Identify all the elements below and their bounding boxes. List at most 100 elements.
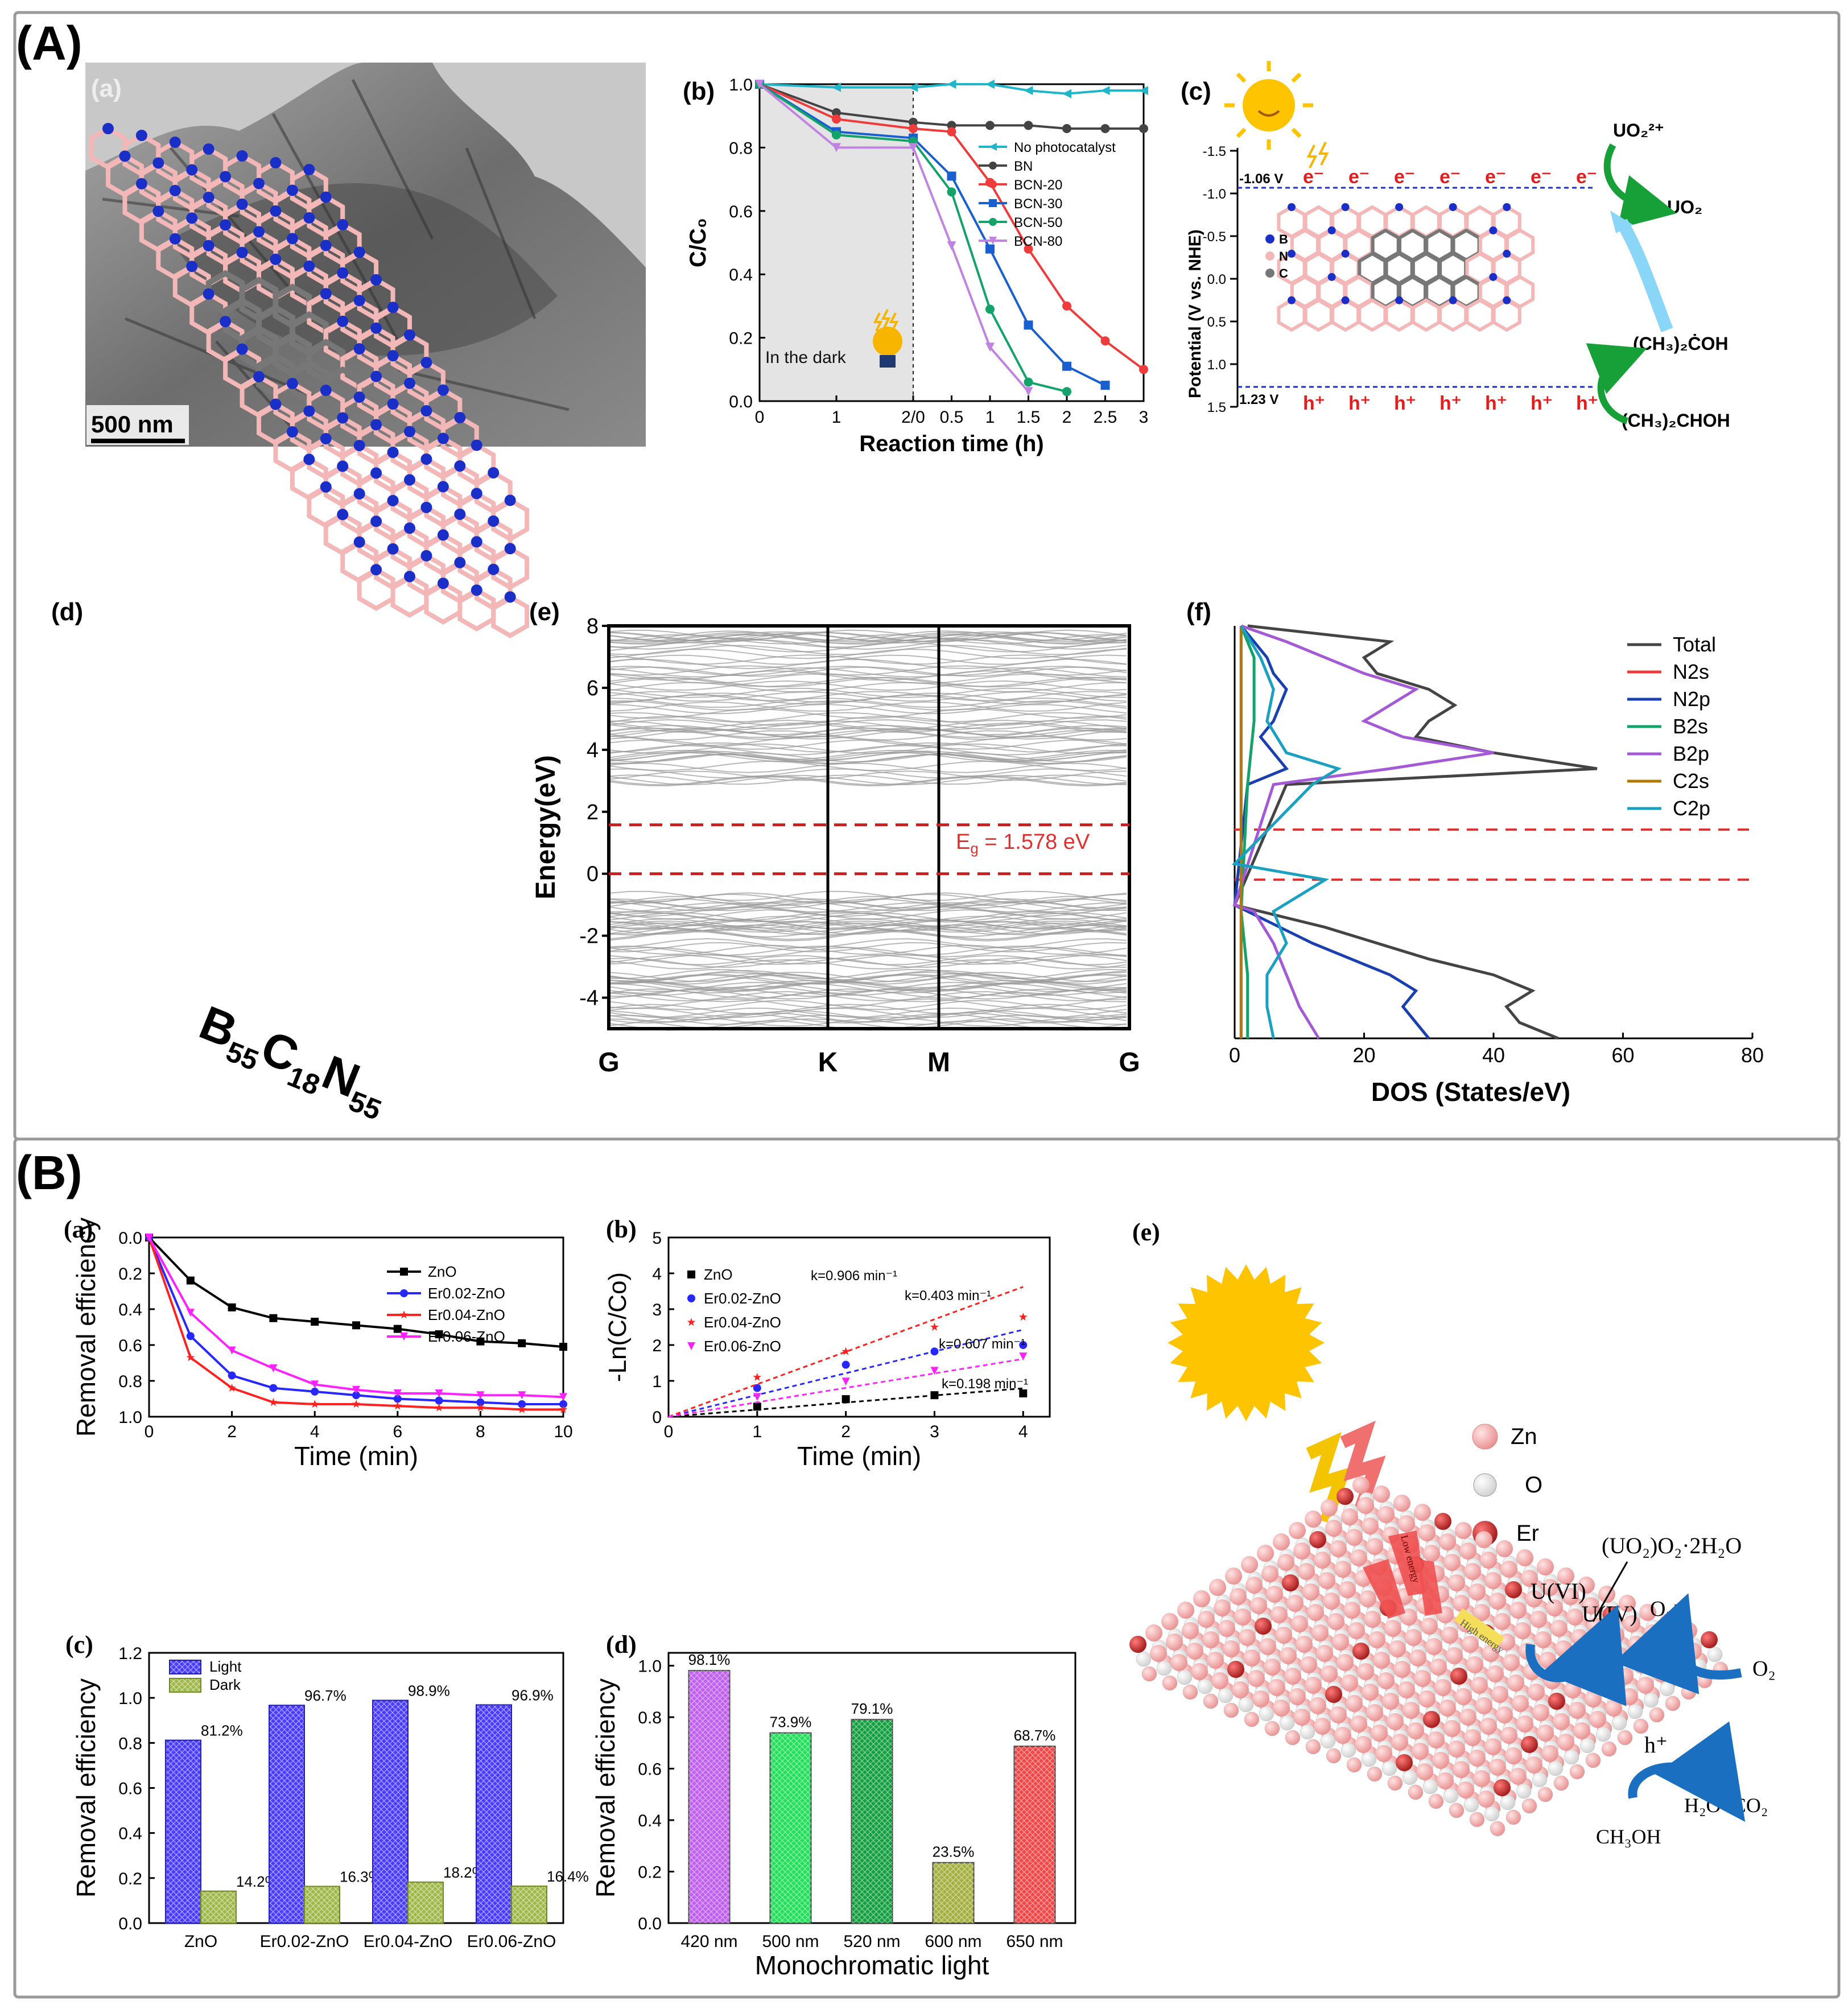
data-point: [518, 1391, 526, 1400]
band-line: [608, 938, 1127, 949]
o-atom: [1177, 1669, 1193, 1685]
zn-atom: [1432, 1752, 1449, 1769]
lightning-red-icon: [1340, 1420, 1386, 1513]
zn-atom: [1391, 1734, 1408, 1751]
category-label: Er0.02-ZnO: [260, 1932, 349, 1951]
tick-label: 1.5: [1017, 408, 1041, 427]
nitrogen-atom: [387, 398, 399, 410]
data-point: [352, 1400, 361, 1408]
zn-atom: [1334, 1727, 1351, 1744]
nitrogen-atom: [437, 481, 449, 493]
legend-B: B: [1279, 232, 1288, 246]
zn-atom: [1601, 1741, 1617, 1757]
data-point: [832, 82, 841, 92]
zn-atom: [1387, 1713, 1404, 1730]
zn-atom: [1280, 1647, 1297, 1664]
zn-atom: [1293, 1542, 1310, 1560]
zn-atom: [1553, 1775, 1569, 1791]
data-point: [559, 1400, 567, 1408]
nitrogen-atom: [1341, 203, 1350, 211]
nitrogen-atom: [471, 536, 482, 548]
legend-N: N: [1279, 249, 1288, 263]
k-point-label: M: [927, 1047, 950, 1078]
nitrogen-atom: [337, 412, 349, 424]
x-axis-label: Time (min): [797, 1441, 921, 1471]
zn-atom: [1496, 1706, 1513, 1723]
er-atom: [1521, 1736, 1538, 1753]
nitrogen-atom: [186, 164, 198, 176]
zn-atom: [1441, 1627, 1458, 1644]
superoxide-label: O₂⁻: [1650, 1597, 1685, 1621]
tick-label: 1.0: [118, 1408, 142, 1427]
zn-atom: [1293, 1709, 1310, 1726]
band-line: [608, 912, 1127, 923]
zn-atom: [1368, 1631, 1385, 1648]
nitrogen-atom: [203, 143, 214, 155]
zn-atom: [1468, 1583, 1486, 1600]
legend-label: ZnO: [704, 1266, 733, 1283]
zn-atom: [1266, 1586, 1283, 1603]
zn-atom: [1443, 1554, 1461, 1571]
band-line: [608, 892, 1127, 903]
zn-atom: [1653, 1665, 1670, 1682]
zn-atom: [1355, 1736, 1372, 1753]
band-line: [608, 927, 1127, 938]
sun-icon: [1168, 1264, 1325, 1421]
nitrogen-atom: [1489, 273, 1498, 281]
zn-atom: [1305, 1677, 1322, 1694]
band-line: [608, 649, 1127, 659]
o-atom: [1659, 1681, 1675, 1697]
zn-atom: [1633, 1718, 1649, 1734]
nitrogen-atom: [270, 253, 282, 265]
y-axis-label: Removal efficiency: [71, 1218, 101, 1437]
zn-atom: [1239, 1629, 1256, 1646]
zn-atom: [1573, 1722, 1590, 1739]
x-axis-label: Time (min): [294, 1441, 418, 1471]
band-line: [608, 955, 1127, 966]
tick-label: 0: [652, 1408, 662, 1427]
zn-atom: [1585, 1752, 1601, 1768]
zn-atom: [1569, 1702, 1586, 1719]
nitrogen-atom: [1449, 296, 1457, 304]
zn-atom: [1414, 1504, 1431, 1521]
zn-atom: [1341, 1674, 1358, 1692]
category-label: Er0.06-ZnO: [467, 1932, 556, 1951]
nitrogen-atom: [186, 212, 198, 224]
zn-atom: [1357, 1497, 1374, 1514]
zn-atom: [1398, 1515, 1415, 1532]
electron: e⁻: [1439, 166, 1461, 188]
nitrogen-atom: [169, 137, 181, 148]
zn-atom: [1311, 1624, 1329, 1641]
er-atom: [1309, 1531, 1326, 1548]
light-flash-icon: [1306, 142, 1329, 168]
zn-atom: [1343, 1602, 1360, 1619]
band-line: [608, 691, 1127, 702]
data-point: [832, 114, 841, 124]
data-point: [269, 1314, 278, 1322]
zn-atom: [1455, 1688, 1472, 1705]
zn-atom: [1234, 1608, 1251, 1626]
plot-frame: [667, 1236, 1051, 1418]
tick-label: 0.4: [729, 266, 753, 284]
nitrogen-atom: [286, 184, 298, 196]
band-line: [608, 959, 1127, 970]
o-atom: [1320, 1733, 1336, 1749]
zn-atom: [1562, 1588, 1579, 1605]
electron: e⁻: [1394, 166, 1415, 188]
tick-label: 0: [1229, 1043, 1240, 1067]
bn-ring: [1277, 298, 1306, 332]
nitrogen-atom: [353, 439, 365, 451]
band-line: [608, 762, 1127, 773]
nitrogen-atom: [303, 164, 315, 175]
bn-ring: [390, 574, 429, 618]
legend-label: Er0.02-ZnO: [428, 1285, 505, 1302]
legend-label: N2p: [1673, 687, 1710, 711]
bn-ring: [1411, 298, 1441, 332]
dos-curve: [1232, 624, 1494, 1039]
er-atom: [1701, 1631, 1718, 1648]
nitrogen-atom: [471, 584, 482, 596]
plot-frame: [607, 624, 1131, 1030]
nitrogen-atom: [488, 467, 500, 478]
o-atom: [1381, 1760, 1397, 1776]
tick-label: 0.4: [118, 1825, 142, 1843]
